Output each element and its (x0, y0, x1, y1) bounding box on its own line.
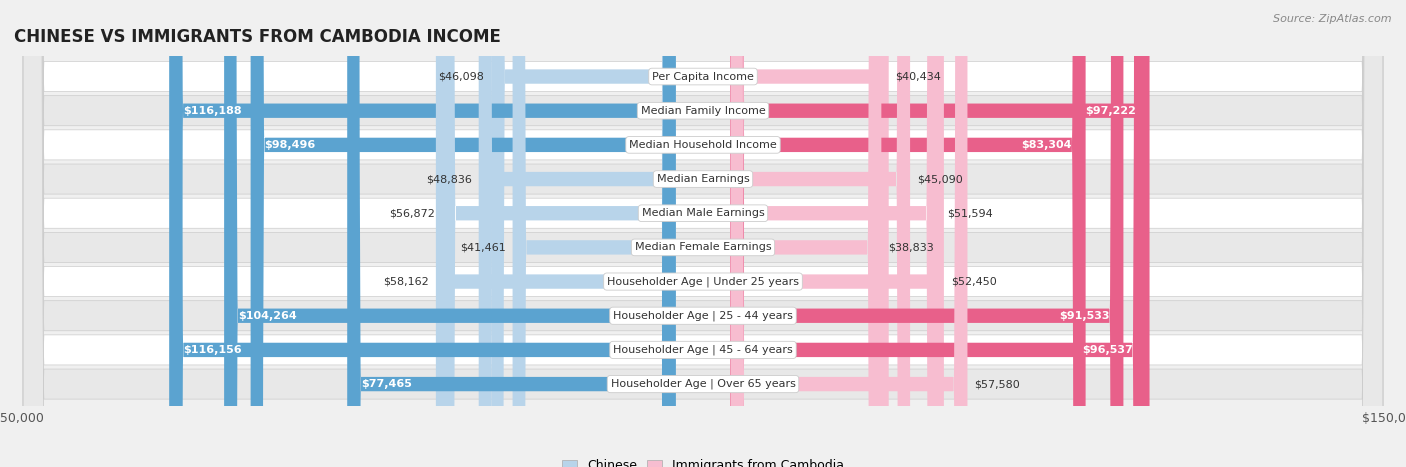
FancyBboxPatch shape (478, 0, 675, 467)
Text: $98,496: $98,496 (264, 140, 315, 150)
Text: $46,098: $46,098 (439, 71, 485, 82)
FancyBboxPatch shape (24, 0, 1382, 467)
FancyBboxPatch shape (224, 0, 675, 467)
FancyBboxPatch shape (24, 0, 1382, 467)
Text: Source: ZipAtlas.com: Source: ZipAtlas.com (1274, 14, 1392, 24)
FancyBboxPatch shape (250, 0, 675, 467)
FancyBboxPatch shape (731, 0, 1146, 467)
FancyBboxPatch shape (731, 0, 1150, 467)
FancyBboxPatch shape (731, 0, 1085, 467)
FancyBboxPatch shape (24, 0, 1382, 467)
FancyBboxPatch shape (24, 0, 1382, 467)
FancyBboxPatch shape (24, 0, 1382, 467)
Text: Median Family Income: Median Family Income (641, 106, 765, 116)
Text: CHINESE VS IMMIGRANTS FROM CAMBODIA INCOME: CHINESE VS IMMIGRANTS FROM CAMBODIA INCO… (14, 28, 501, 46)
Text: $51,594: $51,594 (946, 208, 993, 218)
FancyBboxPatch shape (513, 0, 675, 467)
Text: Median Female Earnings: Median Female Earnings (634, 242, 772, 252)
Legend: Chinese, Immigrants from Cambodia: Chinese, Immigrants from Cambodia (557, 454, 849, 467)
FancyBboxPatch shape (441, 0, 675, 467)
Text: $91,533: $91,533 (1059, 311, 1109, 321)
Text: $96,537: $96,537 (1081, 345, 1133, 355)
FancyBboxPatch shape (24, 0, 1382, 467)
Text: Householder Age | 25 - 44 years: Householder Age | 25 - 44 years (613, 311, 793, 321)
FancyBboxPatch shape (491, 0, 675, 467)
Text: $40,434: $40,434 (896, 71, 942, 82)
Text: $58,162: $58,162 (384, 276, 429, 287)
FancyBboxPatch shape (347, 0, 675, 467)
FancyBboxPatch shape (24, 0, 1382, 467)
Text: $116,188: $116,188 (183, 106, 242, 116)
Text: Householder Age | 45 - 64 years: Householder Age | 45 - 64 years (613, 345, 793, 355)
FancyBboxPatch shape (24, 0, 1382, 467)
FancyBboxPatch shape (169, 0, 675, 467)
FancyBboxPatch shape (731, 0, 889, 467)
Text: $41,461: $41,461 (460, 242, 506, 252)
FancyBboxPatch shape (170, 0, 675, 467)
FancyBboxPatch shape (436, 0, 675, 467)
Text: $38,833: $38,833 (889, 242, 934, 252)
Text: $56,872: $56,872 (389, 208, 434, 218)
Text: $116,156: $116,156 (183, 345, 242, 355)
FancyBboxPatch shape (24, 0, 1382, 467)
Text: Median Household Income: Median Household Income (628, 140, 778, 150)
FancyBboxPatch shape (731, 0, 941, 467)
FancyBboxPatch shape (731, 0, 967, 467)
Text: $83,304: $83,304 (1021, 140, 1071, 150)
Text: Householder Age | Over 65 years: Householder Age | Over 65 years (610, 379, 796, 389)
FancyBboxPatch shape (731, 0, 882, 467)
Text: $97,222: $97,222 (1085, 106, 1136, 116)
Text: $52,450: $52,450 (950, 276, 997, 287)
FancyBboxPatch shape (731, 0, 1123, 467)
FancyBboxPatch shape (731, 0, 943, 467)
Text: Median Male Earnings: Median Male Earnings (641, 208, 765, 218)
Text: $45,090: $45,090 (917, 174, 963, 184)
FancyBboxPatch shape (731, 0, 910, 467)
FancyBboxPatch shape (24, 0, 1382, 467)
Text: $57,580: $57,580 (974, 379, 1021, 389)
Text: Median Earnings: Median Earnings (657, 174, 749, 184)
Text: Per Capita Income: Per Capita Income (652, 71, 754, 82)
Text: $48,836: $48,836 (426, 174, 472, 184)
Text: Householder Age | Under 25 years: Householder Age | Under 25 years (607, 276, 799, 287)
Text: $104,264: $104,264 (238, 311, 297, 321)
Text: $77,465: $77,465 (361, 379, 412, 389)
